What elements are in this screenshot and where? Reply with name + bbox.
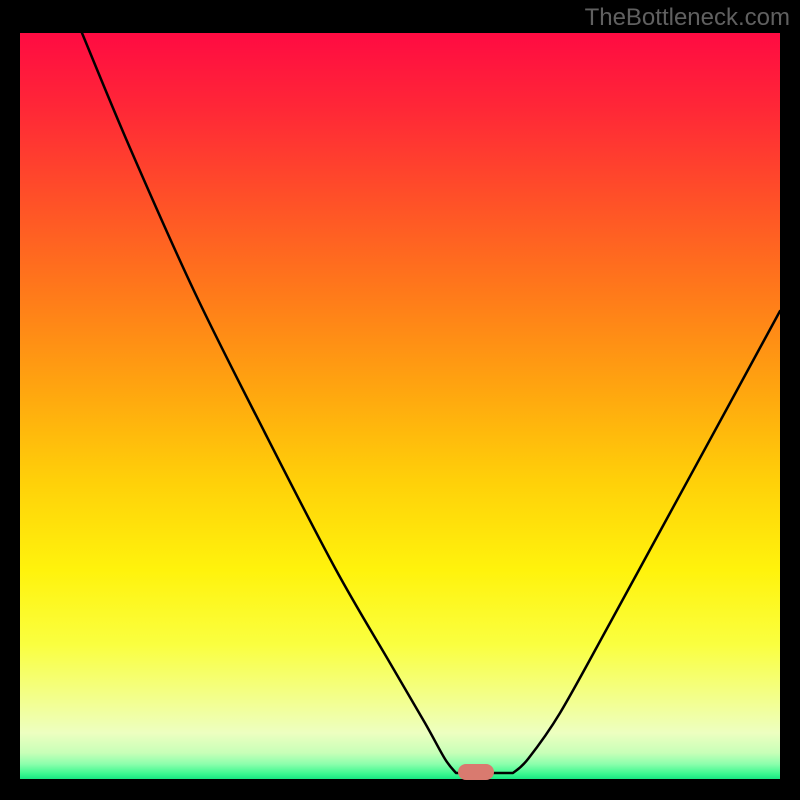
optimal-marker (458, 764, 494, 780)
watermark-text: TheBottleneck.com (585, 4, 790, 32)
plot-area (20, 33, 780, 779)
plot-svg (20, 33, 780, 779)
gradient-background (20, 33, 780, 779)
chart-container: TheBottleneck.com (0, 0, 800, 800)
